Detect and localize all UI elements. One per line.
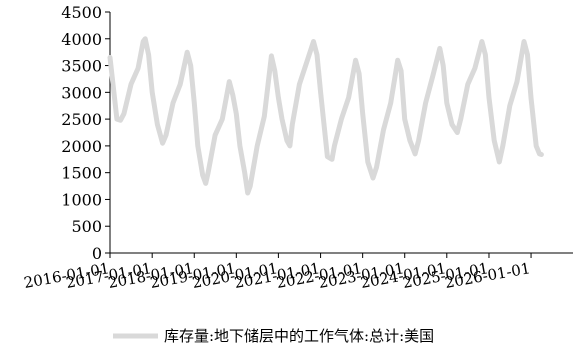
y-tick-label: 2500 [61,110,102,129]
y-axis: 0 500 1000 1500 2000 2500 3000 3500 4000 4500 [61,3,111,263]
x-axis: 2016-01-012017-01-012018-01-012019-01-01… [22,252,573,292]
y-tick-label: 1000 [61,190,102,209]
legend-label: 库存量:地下储层中的工作气体:总计:美国 [164,327,434,345]
legend: 库存量:地下储层中的工作气体:总计:美国 [113,327,434,345]
y-tick-label: 0 [92,244,102,263]
y-tick-label: 500 [71,217,102,236]
y-tick-label: 4500 [61,3,102,22]
y-tick-label: 3000 [61,83,102,102]
y-tick-label: 3500 [61,57,102,76]
y-tick-label: 1500 [61,164,102,183]
series-line-0 [107,36,544,196]
y-tick-label: 4000 [61,30,102,49]
y-tick-label: 2000 [61,137,102,156]
plot-area [107,36,544,196]
